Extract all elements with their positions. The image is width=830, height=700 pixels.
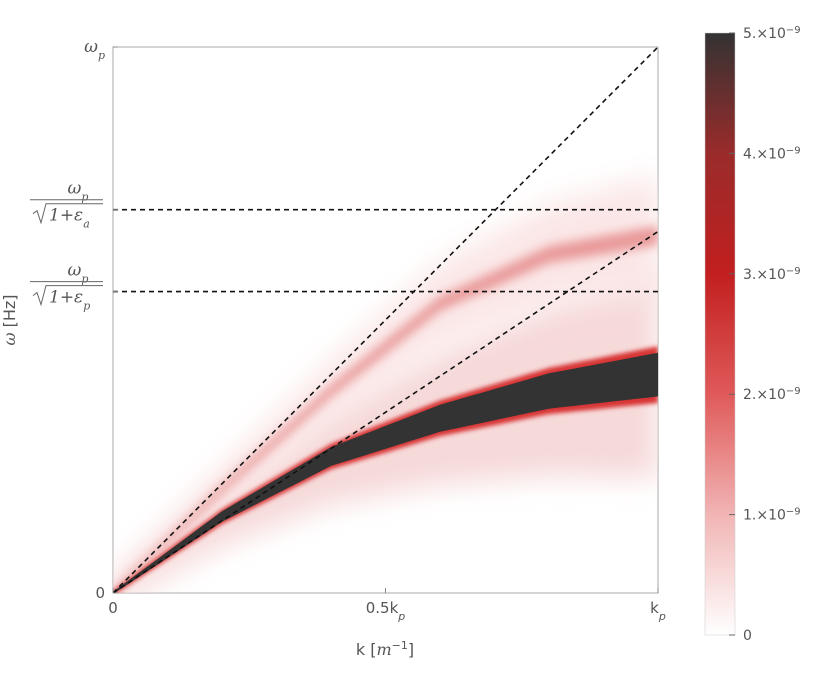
- y-tick-label-0: 0: [95, 584, 105, 602]
- y-fraction-label-0: ωp1+εa: [30, 179, 118, 231]
- y-tick-label-1: ωp: [84, 37, 105, 62]
- colorbar-gradient: [704, 32, 736, 636]
- radical-sign-0: [32, 203, 103, 225]
- x-tick-label-1: 0.5kp: [366, 599, 406, 623]
- fraction-numerator-1: ωp: [68, 261, 89, 286]
- colorbar-tick-label-3: 3.×10−9: [743, 265, 801, 283]
- y-axis-label: ω [Hz]: [0, 294, 19, 345]
- x-tick-label-2: kp: [650, 599, 666, 623]
- dashed-line-0: [113, 47, 658, 593]
- y-fraction-label-1: ωp1+εp: [30, 261, 118, 313]
- dashed-reference-lines: [113, 47, 658, 593]
- colorbar-tick-label-0: 0: [743, 628, 752, 644]
- lower-branch-core: [113, 352, 658, 593]
- colorbar-tick-label-2: 2.×10−9: [743, 386, 801, 404]
- y-axis-ticks: 0 ωp: [84, 37, 118, 602]
- x-tick-label-0: 0: [108, 599, 118, 617]
- colorbar-tick-label-4: 4.×10−9: [743, 145, 801, 163]
- upper-branch-haze: [113, 175, 658, 593]
- colorbar-tick-label-5: 5.×10−9: [743, 25, 801, 43]
- colorbar: 0 1.×10−9 2.×10−9 3.×10−9 4.×10−9 5.×10−9: [704, 25, 801, 644]
- x-axis-ticks: 0 0.5kp kp: [108, 588, 666, 623]
- fraction-denominator-1: 1+εp: [49, 288, 90, 313]
- colorbar-tick-label-1: 1.×10−9: [743, 506, 801, 524]
- x-axis-label: k [m−1]: [356, 639, 414, 660]
- radical-sign-1: [32, 285, 103, 307]
- heatmap-density: [113, 175, 658, 593]
- fraction-denominator-0: 1+εa: [49, 206, 90, 231]
- colorbar-ticks: 0 1.×10−9 2.×10−9 3.×10−9 4.×10−9 5.×10−9: [729, 25, 801, 644]
- fraction-numerator-0: ωp: [68, 179, 89, 204]
